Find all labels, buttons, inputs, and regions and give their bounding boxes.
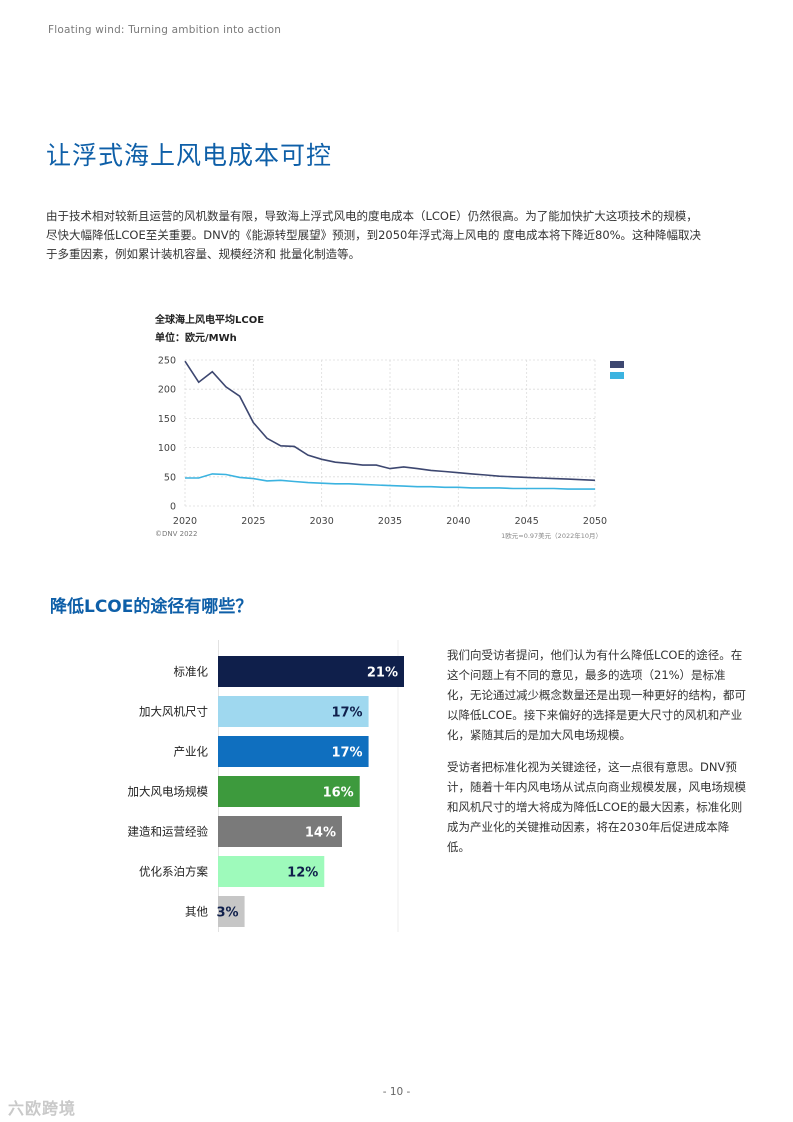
intro-line-3: 于多重因素，例如累计装机容量、规模经济和 批量化制造等。: [46, 247, 361, 261]
bar-value-label: 16%: [323, 786, 354, 801]
chart-note: 1欧元=0.97美元（2022年10月）: [501, 531, 602, 540]
y-tick-label: 0: [170, 502, 176, 513]
series-line-fixed: [185, 473, 595, 490]
intro-line-1: 由于技术相对较新且运营的风机数量有限，导致海上浮式风电的度电成本（LCOE）仍然…: [46, 209, 698, 223]
bar-value-label: 21%: [367, 666, 398, 681]
intro-paragraph: 由于技术相对较新且运营的风机数量有限，导致海上浮式风电的度电成本（LCOE）仍然…: [46, 207, 736, 264]
bar: [218, 816, 342, 847]
x-tick-label: 2030: [310, 516, 334, 527]
chart-source: ©DNV 2022: [155, 530, 197, 538]
side-paragraph-2: 受访者把标准化视为关键途径，这一点很有意思。DNV预计，随着十年内风电场从试点向…: [447, 760, 746, 854]
y-tick-label: 200: [158, 385, 176, 396]
bar: [218, 896, 245, 927]
lcoe-line-chart: 0 50 100 150 200 250 2020 2025 2030 2035 2040 2045 2…: [155, 356, 624, 540]
bar-category-label: 产业化: [174, 745, 209, 759]
x-tick-label: 2025: [241, 516, 265, 527]
y-tick-label: 100: [158, 443, 176, 454]
bar: [218, 856, 325, 887]
line-chart-unit: 单位：欧元/MWh: [155, 333, 237, 344]
x-tick-label: 2045: [515, 516, 539, 527]
x-tick-label: 2020: [173, 516, 197, 527]
bar: [218, 736, 369, 767]
bar-category-label: 建造和运营经验: [128, 825, 209, 839]
legend-swatch: [610, 361, 624, 368]
series-line-floating: [184, 360, 596, 482]
section-title: 降低LCOE的途径有哪些？: [50, 597, 253, 617]
bar-value-label: 17%: [331, 746, 362, 761]
bar: [218, 696, 369, 727]
watermark-logo: 六欧跨境: [8, 1099, 77, 1118]
bar-category-label: 优化系泊方案: [139, 865, 208, 879]
bar-value-label: 3%: [216, 906, 238, 921]
y-tick-label: 250: [158, 356, 176, 367]
bar-category-label: 其他: [185, 905, 208, 919]
bar: [218, 656, 404, 687]
bar: [218, 776, 360, 807]
page-number: - 10 -: [382, 1086, 411, 1098]
bar-category-label: 标准化: [174, 665, 209, 679]
legend-swatch: [610, 372, 624, 379]
x-tick-label: 2040: [446, 516, 470, 527]
x-tick-label: 2035: [378, 516, 402, 527]
bar-value-label: 12%: [287, 866, 318, 881]
y-tick-label: 150: [158, 414, 176, 425]
page-title: 让浮式海上风电成本可控: [46, 141, 333, 170]
y-tick-label: 50: [164, 472, 176, 483]
line-chart-title: 全球海上风电平均LCOE: [155, 315, 265, 326]
x-tick-label: 2050: [583, 516, 607, 527]
bar-category-label: 加大风机尺寸: [139, 705, 208, 719]
running-header: Floating wind: Turning ambition into act…: [48, 24, 282, 36]
side-paragraph-1: 我们向受访者提问，他们认为有什么降低LCOE的途径。在这个问题上有不同的意见，最…: [447, 648, 746, 742]
intro-line-2: 尽快大幅降低LCOE至关重要。DNV的《能源转型展望》预测，到2050年浮式海上…: [46, 228, 702, 242]
side-commentary: 我们向受访者提问，他们认为有什么降低LCOE的途径。在这个问题上有不同的意见，最…: [447, 645, 747, 869]
bar-value-label: 14%: [305, 826, 336, 841]
lcoe-reduction-bar-chart: 标准化 21% 加大风机尺寸 17% 产业化 17% 加大风电场规模 16% 建造和运营经验 14…: [128, 640, 404, 932]
bar-category-label: 加大风电场规模: [128, 785, 209, 799]
bar-value-label: 17%: [331, 706, 362, 721]
